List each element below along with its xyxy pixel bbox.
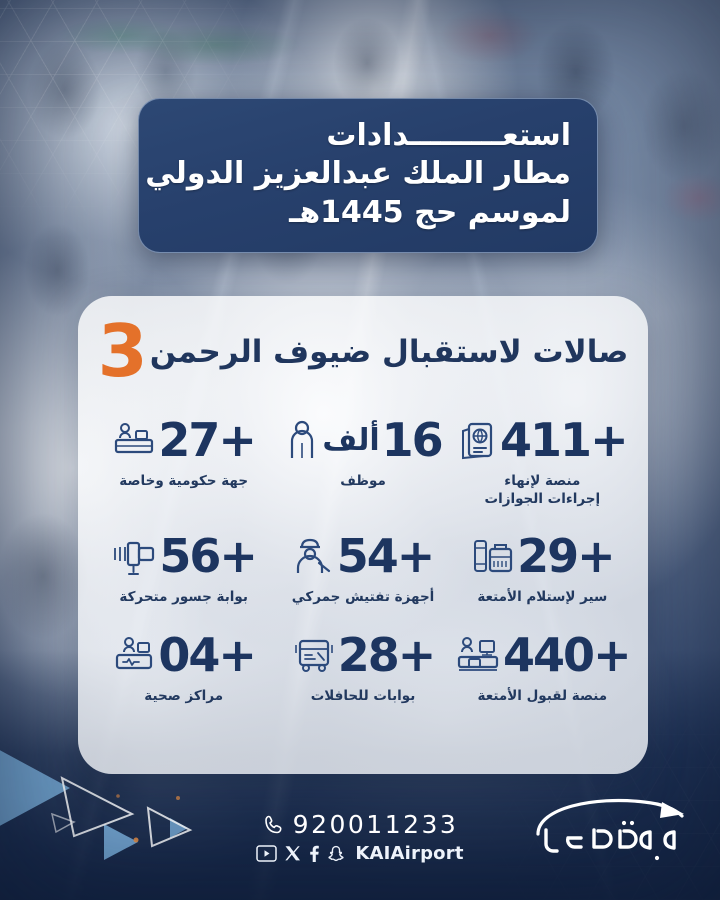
stat-unit: ألف [322, 422, 380, 458]
title-card: استعـــــــــدادات مطار الملك عبدالعزيز … [138, 98, 598, 254]
stat-number: 16 [381, 413, 444, 467]
stat-item-customs-scanners: 54+ أجهزة تفتيش جمركي [273, 524, 452, 610]
decorative-triangle-filled-medium [104, 824, 138, 860]
headline-text: صالات لاستقبال ضيوف الرحمن [149, 334, 629, 371]
baggage-carousel-icon [474, 540, 513, 573]
title-line-3: لموسم حج 1445هـ [289, 194, 571, 230]
social-handle: KAIAirport [355, 843, 464, 864]
stat-caption: موظف [340, 473, 386, 489]
stat-caption: جهة حكومية وخاصة [119, 473, 249, 489]
stat-caption: منصة لقبول الأمتعة [477, 687, 608, 704]
stat-item-baggage-belts: 29+ سير لإستلام الأمتعة [453, 524, 632, 610]
stat-item-jet-bridges: 56+ بوابة جسور متحركة [94, 524, 273, 610]
decorative-triangle-filled-large [0, 732, 70, 844]
stat-item-bus-gates: 28+ بوابات للحافلات [273, 623, 452, 709]
decorative-triangle-outlines [50, 776, 193, 848]
facebook-icon[interactable] [308, 845, 320, 863]
customs-officer-icon [296, 539, 330, 574]
phone-row[interactable]: 920011233 [262, 810, 459, 839]
health-center-icon [116, 636, 153, 669]
phone-number: 920011233 [292, 810, 459, 839]
person-employee-icon [291, 420, 314, 458]
title-line-1: استعـــــــــدادات [326, 118, 571, 153]
snapchat-icon[interactable] [327, 845, 345, 863]
x-twitter-icon[interactable] [284, 845, 301, 862]
title-line-2: مطار الملك عبدالعزيز الدولي [145, 156, 571, 192]
footer-contact-block: 920011233 KAIAirport [0, 810, 720, 864]
passport-globe-icon [462, 422, 493, 460]
stat-number: 27+ [158, 413, 257, 467]
stat-caption: بوابة جسور متحركة [119, 589, 248, 606]
check-in-counter-icon [457, 636, 499, 671]
stat-item-passport-counters: 411+ منصة لإنهاء إجراءات الجوازات [453, 408, 632, 512]
stat-number: 29+ [517, 529, 616, 584]
headline-row: صالات لاستقبال ضيوف الرحمن 3 [98, 315, 629, 387]
stat-number: 04+ [158, 627, 257, 682]
youtube-icon[interactable] [256, 845, 278, 862]
stat-number: 28+ [337, 627, 437, 682]
jeddah-airport-logo [536, 798, 684, 861]
stat-number: 411+ [500, 413, 629, 467]
stat-item-health-centers: 04+ مراكز صحية [94, 623, 273, 709]
stat-caption: سير لإستلام الأمتعة [477, 589, 608, 606]
bus-icon [294, 639, 333, 672]
phone-handset-icon [264, 815, 282, 833]
stat-item-entities: 27+ جهة حكومية وخاصة [94, 408, 273, 512]
stat-caption: مراكز صحية [144, 687, 224, 704]
stats-grid: 411+ منصة لإنهاء إجراءات الجوازات 16 ألف [94, 408, 632, 709]
stat-caption: أجهزة تفتيش جمركي [291, 589, 435, 606]
stat-item-employees: 16 ألف موظف [273, 408, 452, 512]
stat-number: 54+ [336, 529, 436, 584]
jet-bridge-icon [114, 542, 155, 576]
stat-caption: منصة لإنهاء إجراءات الجوازات [484, 473, 601, 508]
stat-number: 440+ [503, 627, 632, 682]
headline-number: 3 [97, 309, 148, 393]
service-desk-icon [115, 423, 154, 454]
social-row[interactable]: KAIAirport [256, 843, 463, 864]
stat-caption: بوابات للحافلات [310, 687, 416, 704]
stat-item-checkin-counters: 440+ منصة لقبول الأمتعة [453, 623, 632, 709]
stat-number: 56+ [159, 529, 258, 584]
stats-panel: صالات لاستقبال ضيوف الرحمن 3 411+ منصة ل… [78, 296, 648, 774]
